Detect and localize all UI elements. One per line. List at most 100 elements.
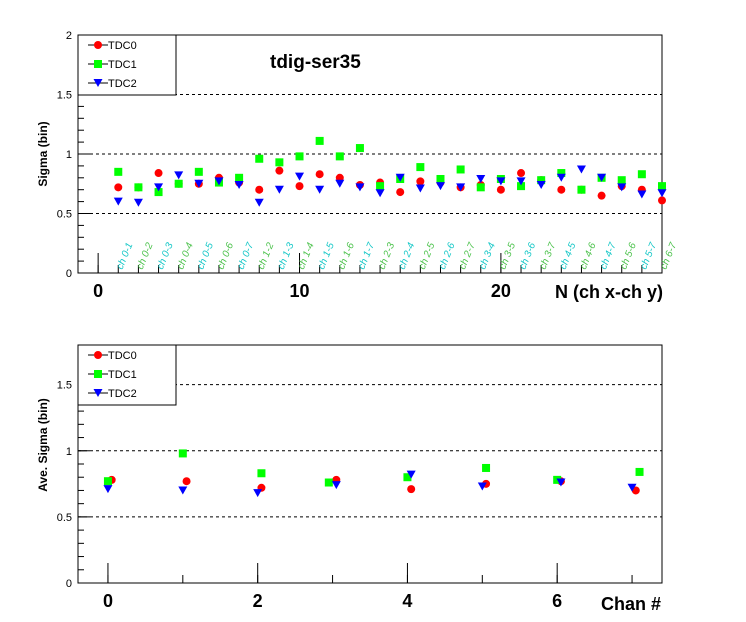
tdc0-point [255,185,264,194]
tdc1-point [178,449,187,458]
tdc0-point [154,169,163,178]
tdc1-point [335,152,344,161]
tdc2-point [194,179,204,188]
legend-entry: TDC0 [108,350,137,362]
tdc2-point [113,197,123,206]
category-label: ch 2-3 [377,241,398,271]
tdc1-point [658,182,666,191]
x-tick-label: 2 [253,591,263,611]
category-label: ch 2-4 [397,241,418,271]
category-label: ch 4-6 [578,241,599,271]
tdc1-point [134,183,143,192]
tdc1-point [295,152,304,161]
tdc2-point [406,470,416,479]
category-label: ch 0-6 [216,241,237,271]
tdc1-point [476,183,485,192]
tdc2-point [103,485,113,494]
legend: TDC0 TDC1 TDC2 [77,344,177,406]
tdc2-point [174,171,184,180]
tdc1-point [154,188,163,197]
legend-entry: TDC2 [108,78,137,90]
tdc1-point [577,185,586,194]
tdc2-point [415,184,425,193]
y-tick-label: 1.5 [57,380,72,392]
tdc0-point [295,182,304,191]
x-tick-label: 6 [552,591,562,611]
legend: TDC0 TDC1 TDC2 [77,34,177,96]
legend-marker-tdc1 [94,60,102,68]
x-axis-label: Chan # [601,594,661,614]
tdc2-point [335,179,345,188]
category-label: ch 0-7 [236,241,257,271]
y-tick-label: 0 [66,578,72,590]
tdc0-point [416,177,425,186]
tdc1-point [376,182,385,191]
legend-marker-tdc1 [94,370,102,378]
tdc0-point [407,485,416,494]
tdc2-point [154,183,164,192]
x-tick-label: 10 [290,281,310,301]
tdc2-point [597,173,607,182]
tdc1-point [257,469,266,478]
tdc0-point [496,185,505,194]
x-tick-label: 0 [93,281,103,301]
tdc1-point [557,169,566,178]
tdc2-point [253,489,263,498]
tdc2-point [395,173,405,182]
tdc2-point [315,185,325,194]
tdc2-point [657,189,667,198]
tdc0-point [275,166,284,175]
x-axis-label: N (ch x-ch y) [555,282,663,302]
tdc1-point [517,182,526,191]
category-label: ch 0-5 [195,241,216,271]
tdc2-point [375,189,385,198]
tdc2-point [637,190,647,199]
category-label: ch 0-1 [115,241,136,271]
tdc0-point [396,188,405,197]
tdc1-point [355,144,364,153]
y-tick-label: 2 [66,30,72,42]
category-label: ch 4-5 [558,241,579,271]
tdc1-point [103,477,112,486]
sigma-per-channel-pair-chart: 0 0.5 1 1.5 2 0 10 20 ch 0-1 ch 0-2 ch 0-3 ch 0-4… [36,30,679,302]
category-label: ch 1-3 [276,241,297,271]
legend-entry: TDC1 [108,59,137,71]
tdc2-point [178,486,188,495]
tdc1-point [403,473,412,482]
x-tick-label: 0 [103,591,113,611]
legend-marker-tdc2 [93,79,103,87]
tdc0-point [114,183,123,192]
tdc1-point [416,163,425,172]
y-axis-label: Sigma (bin) [36,121,50,186]
tdc1-point [194,167,203,176]
tdc1-point [114,167,123,176]
tdc2-point [627,483,637,492]
tdc2-point [331,481,341,490]
tdc1-point [324,478,333,487]
tdc1-point [275,158,284,167]
category-label: ch 3-6 [518,241,539,271]
legend-marker-tdc0 [94,351,102,359]
chart-title: tdig-ser35 [270,52,361,73]
tdc1-point [482,463,491,472]
category-label: ch 1-2 [256,241,277,271]
tdc2-point [617,183,627,192]
tdc2-point [476,174,486,183]
category-label: ch 2-6 [437,241,458,271]
tdc2-point [435,182,445,191]
category-label: ch 5-7 [638,241,659,271]
x-tick-label: 4 [402,591,412,611]
category-label: ch 4-7 [598,241,619,271]
tdc2-point [254,198,264,207]
legend-marker-tdc0 [94,41,102,49]
tdc2-point [536,180,546,189]
y-tick-label: 1.5 [57,90,72,102]
average-sigma-per-channel-chart: 0 0.5 1 1.5 0 2 4 6 Chan # Ave. Sigma (bin) TD… [36,344,663,614]
category-label: ch 2-7 [457,241,478,271]
tdc2-point [295,172,305,181]
tdc2-point [214,177,224,186]
tdc0-point [557,185,566,194]
category-label: ch 3-4 [477,241,498,271]
y-axis-label: Ave. Sigma (bin) [36,398,50,492]
